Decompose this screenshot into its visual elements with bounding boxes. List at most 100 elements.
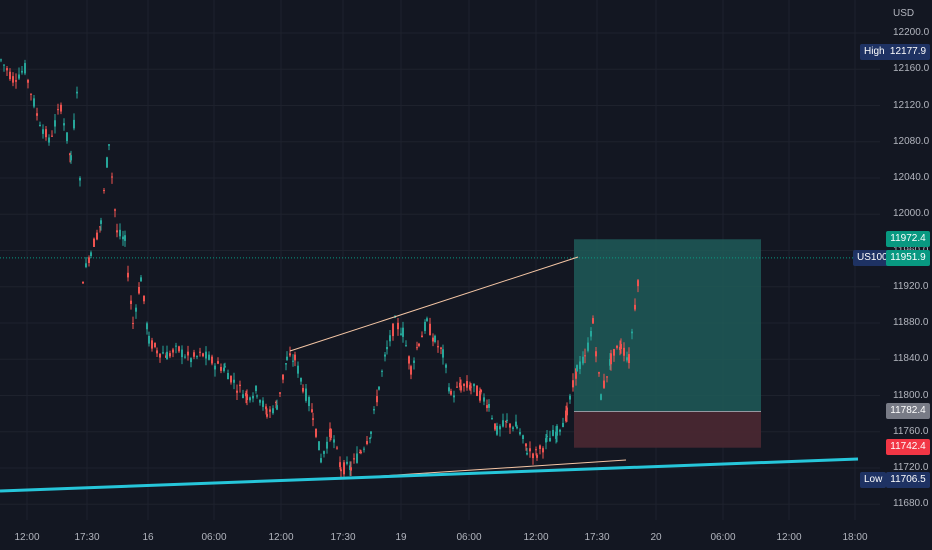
- candle-body: [421, 335, 423, 338]
- candle-body: [63, 123, 65, 126]
- price-tick-label: 11680.0: [893, 498, 929, 510]
- candle-body: [45, 129, 47, 138]
- candle-body: [590, 331, 592, 337]
- candle-body: [242, 394, 244, 398]
- candle-body: [312, 418, 314, 420]
- candle-body: [350, 467, 352, 471]
- candle-body: [156, 350, 158, 354]
- candle-body: [522, 435, 524, 439]
- target-price-tag: 11972.4: [886, 231, 930, 247]
- candle-body: [175, 345, 177, 347]
- price-tick-label: 11720.0: [893, 462, 929, 473]
- candle-body: [346, 461, 348, 464]
- candle-body: [519, 432, 521, 435]
- candle-body: [496, 425, 498, 435]
- candle-body: [138, 287, 140, 294]
- price-tick-label: 11760.0: [893, 425, 929, 437]
- candle-body: [311, 409, 313, 413]
- candle-body: [266, 414, 268, 417]
- candle-body: [600, 394, 602, 400]
- candle-body: [384, 354, 386, 357]
- candle-body: [15, 80, 17, 82]
- candle-body: [190, 358, 192, 363]
- candle-body: [587, 342, 589, 351]
- candle-body: [442, 349, 444, 358]
- candle-body: [308, 397, 310, 407]
- candle-body: [162, 352, 164, 354]
- candle-body: [340, 469, 342, 472]
- candle-body: [453, 395, 455, 398]
- candle-body: [572, 380, 574, 388]
- candle-body: [108, 144, 110, 146]
- candle-body: [318, 441, 320, 451]
- candle-body: [193, 352, 195, 357]
- candle-body: [405, 345, 407, 347]
- candle-body: [148, 335, 150, 344]
- candle-body: [76, 91, 78, 94]
- candle-body: [99, 226, 101, 228]
- candle-body: [151, 340, 153, 349]
- candle-body: [285, 363, 287, 365]
- candle-body: [418, 343, 420, 346]
- candle-body: [386, 346, 388, 350]
- candle-body: [623, 347, 625, 356]
- candle-body: [460, 385, 462, 391]
- candle-body: [208, 354, 210, 360]
- candle-body: [132, 322, 134, 324]
- candle-body: [130, 300, 132, 304]
- candle-body: [434, 335, 436, 343]
- candle-body: [552, 429, 554, 436]
- candle-body: [448, 387, 450, 392]
- candle-body: [363, 448, 365, 450]
- candle-body: [450, 390, 452, 395]
- candle-body: [509, 423, 511, 428]
- current-price-tag: 11951.9: [886, 250, 930, 266]
- candle-body: [69, 153, 71, 156]
- candle-body: [598, 372, 600, 374]
- candle-body: [402, 327, 404, 337]
- candle-body: [549, 437, 551, 442]
- candle-body: [429, 323, 431, 336]
- candle-body: [410, 366, 412, 375]
- candle-body: [535, 449, 537, 451]
- candle-body: [96, 232, 98, 240]
- candle-body: [394, 316, 396, 318]
- candle-body: [184, 356, 186, 358]
- price-tick-label: 11920.0: [893, 280, 929, 292]
- candle-body: [27, 79, 29, 83]
- candle-body: [479, 390, 481, 401]
- candle-body: [249, 397, 251, 401]
- candle-body: [79, 177, 81, 181]
- candle-body: [159, 353, 161, 358]
- high-label: High: [860, 44, 889, 60]
- support-trendline: [0, 457, 859, 493]
- candle-body: [205, 351, 207, 359]
- candle-body: [3, 64, 5, 66]
- candle-body: [491, 417, 493, 419]
- candle-body: [146, 323, 148, 330]
- candle-body: [88, 257, 90, 263]
- candle-body: [82, 281, 84, 284]
- stop-price-tag: 11742.4: [886, 439, 930, 455]
- candle-body: [480, 389, 482, 393]
- candle-body: [408, 356, 410, 364]
- time-tick-label: 12:00: [14, 532, 40, 543]
- candle-body: [214, 365, 216, 370]
- candle-body: [631, 331, 633, 334]
- candle-body: [339, 462, 341, 467]
- candle-body: [628, 354, 630, 364]
- candle-body: [529, 448, 531, 452]
- candle-body: [381, 370, 383, 372]
- candle-body: [466, 381, 468, 388]
- candle-body: [445, 364, 447, 368]
- candle-body: [486, 405, 488, 409]
- candle-body: [566, 407, 568, 416]
- candle-body: [275, 401, 277, 404]
- candle-body: [294, 354, 296, 361]
- candle-body: [392, 323, 394, 337]
- candle-body: [24, 63, 26, 74]
- candle-body: [389, 335, 391, 342]
- candle-body: [488, 404, 490, 408]
- low-label: Low: [860, 472, 887, 488]
